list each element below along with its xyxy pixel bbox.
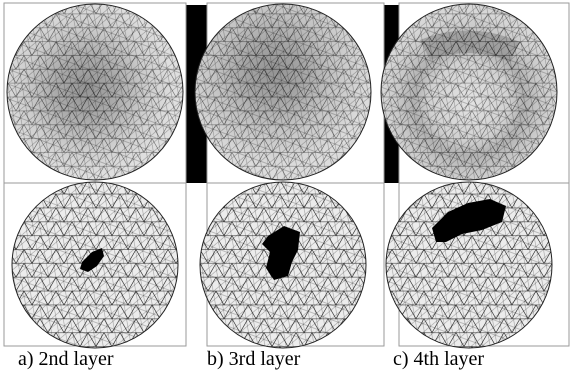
panel-b-top: [194, 2, 385, 184]
panel-b-bottom: [199, 181, 385, 349]
inclusion-shape: [262, 226, 300, 280]
panel-a-bottom: [3, 181, 187, 349]
panel-a-top: [3, 2, 187, 184]
caption-c: c) 4th layer: [393, 348, 485, 370]
panel-c-top: [380, 2, 570, 184]
inclusion-shape: [80, 248, 104, 272]
caption-a: a) 2nd layer: [18, 348, 114, 370]
caption-b: b) 3rd layer: [207, 348, 301, 370]
panel-c-bottom: [385, 181, 570, 349]
inclusion-shape: [432, 199, 506, 242]
